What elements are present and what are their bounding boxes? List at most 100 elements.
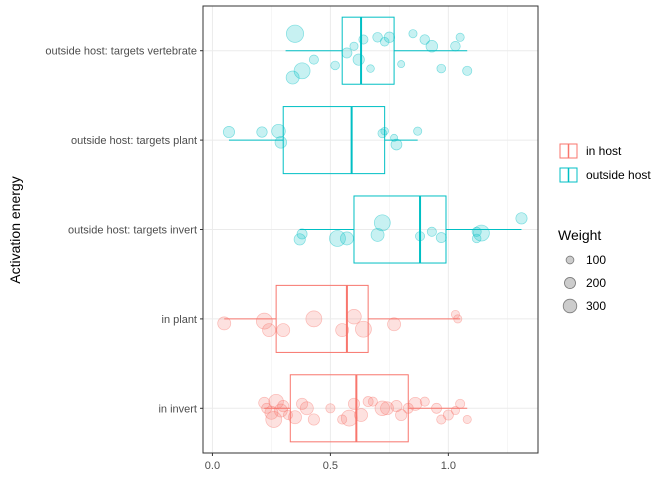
data-point [425,40,439,53]
boxes-layer [224,16,522,443]
data-point [419,34,430,45]
data-point [330,60,340,71]
data-point [395,408,408,422]
data-point [453,314,463,324]
data-point [293,233,306,246]
box-iqr [289,374,409,443]
data-point [358,34,369,45]
legend-size-dot [562,298,578,314]
data-point [335,323,350,337]
data-point [258,396,271,409]
data-point [346,309,362,325]
box-in-plant [224,284,461,353]
data-point [329,230,346,247]
data-point [455,32,465,42]
data-point [305,310,323,328]
data-point [296,397,309,410]
data-point [450,41,461,52]
legend-size-entry: 300 [562,298,606,314]
data-point [288,410,302,425]
data-point [256,126,268,138]
data-point [349,41,359,51]
data-point [390,400,403,413]
data-point [515,212,528,225]
data-point [374,400,390,416]
legend: in host outside host Weight 100 200 300 [558,143,651,314]
legend-size-entry: 100 [565,253,606,267]
legend-size-entry: 200 [564,276,606,290]
data-point [387,317,401,332]
box-iqr [341,16,395,85]
data-point [415,231,426,242]
data-point [419,396,430,407]
data-point [379,37,390,47]
y-tick-label: outside host: targets invert [68,225,197,237]
x-tick-label: 0.5 [323,460,338,472]
data-point [362,396,374,408]
y-tick-label: in invert [158,403,197,415]
x-axis: 0.0 0.5 1.0 [205,453,456,472]
data-point [372,32,383,43]
legend-label: in host [586,144,622,158]
data-point [462,65,473,76]
data-point [285,70,300,85]
data-point [347,397,360,410]
data-point [431,402,442,414]
data-point [380,126,389,136]
box-outside-host-targets-invert [299,195,522,264]
data-point [277,400,290,413]
data-point [397,60,406,69]
data-point [408,29,418,39]
y-tick-label: in plant [162,314,197,326]
data-point [380,401,394,416]
data-point [222,126,235,139]
data-point [299,401,314,416]
data-point [352,53,365,66]
data-point [450,309,460,319]
box-in-invert [264,374,468,443]
data-point [390,138,403,151]
data-point [255,312,273,330]
data-point [340,231,354,246]
data-point [383,31,395,43]
data-point [473,224,490,242]
data-point [442,409,454,421]
plot-panel [202,5,539,454]
x-tick-label: 0.0 [205,460,220,472]
data-point [435,232,447,243]
y-tick-label: outside host: targets vertebrate [45,46,197,58]
y-axis: outside host: targets vertebrate outside … [45,46,203,415]
data-point [377,128,388,139]
box-outside-host-targets-vertebrate [285,16,468,85]
data-point [471,233,482,244]
legend-entry-in-host: in host [559,143,622,159]
data-point [286,24,304,43]
points-layer [217,24,528,428]
data-point [261,402,273,414]
data-point [355,320,372,338]
data-point [455,398,466,409]
data-point [274,136,288,149]
box-iqr [282,106,386,175]
data-point [341,47,353,59]
data-point [370,227,385,242]
data-point [366,64,375,73]
legend-label: outside host [586,168,651,182]
data-point [307,413,320,426]
legend-size-label: 200 [586,276,606,290]
data-point [276,323,291,337]
data-point [293,62,311,80]
data-point [273,403,288,418]
data-point [413,126,423,136]
data-point [308,54,319,65]
legend-size-dot [565,255,575,265]
legend-size-label: 100 [586,253,606,267]
data-point [271,123,286,139]
y-tick-label: outside host: targets plant [71,135,197,147]
data-point [264,405,279,420]
data-point [282,410,293,420]
data-point [367,396,378,407]
box-iqr [353,195,447,264]
data-point [436,63,447,74]
data-point [217,316,232,331]
